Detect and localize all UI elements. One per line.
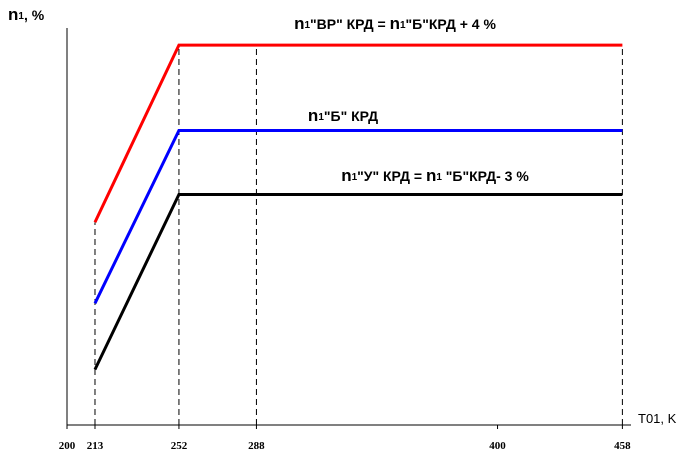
- series-line: [93, 192, 623, 371]
- series-line: [93, 43, 623, 223]
- annotation: n1"Б" КРД: [308, 106, 378, 125]
- series-line: [93, 128, 623, 304]
- x-tick-label: 200: [59, 440, 76, 452]
- x-tick-label: 458: [614, 440, 631, 452]
- x-tick-label: 252: [171, 440, 188, 452]
- x-axis-label: T01, K: [638, 411, 677, 426]
- annotation: n1"У" КРД = n1 "Б"КРД- 3 %: [341, 166, 529, 185]
- y-axis-label: n1, %: [8, 5, 45, 24]
- x-tick-label: 213: [87, 440, 104, 452]
- x-tick-label: 288: [248, 440, 265, 452]
- annotation: n1"ВР" КРД = n1"Б"КРД + 4 %: [294, 14, 496, 33]
- x-tick-label: 400: [489, 440, 506, 452]
